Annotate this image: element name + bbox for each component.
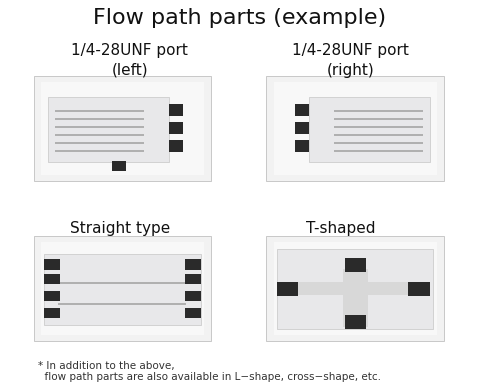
Text: 1/4-28UNF port
(left): 1/4-28UNF port (left) [71, 43, 188, 78]
Bar [41, 82, 204, 176]
Bar [295, 105, 309, 116]
Text: flow path parts are also available in L−shape, cross−shape, etc.: flow path parts are also available in L−… [38, 372, 382, 382]
Bar [55, 110, 144, 112]
Bar [184, 308, 201, 318]
Bar [284, 282, 426, 295]
Text: T-shaped: T-shaped [306, 221, 375, 236]
Bar [266, 236, 444, 341]
Bar [343, 269, 368, 326]
Bar [277, 282, 299, 296]
Bar [408, 282, 430, 296]
Bar [41, 242, 204, 335]
Bar [55, 134, 144, 136]
Text: Flow path parts (example): Flow path parts (example) [94, 8, 386, 28]
Bar [59, 303, 186, 305]
Bar [345, 315, 366, 329]
Bar [168, 105, 183, 116]
Bar [55, 142, 144, 144]
Bar [295, 140, 309, 152]
Bar [34, 76, 211, 181]
Bar [44, 274, 60, 284]
Bar [334, 142, 423, 144]
Bar [334, 126, 423, 128]
Bar [184, 274, 201, 284]
Bar [55, 126, 144, 128]
Text: 1/4-28UNF port
(right): 1/4-28UNF port (right) [292, 43, 409, 78]
Bar [266, 76, 444, 181]
Bar [44, 259, 60, 269]
Bar [274, 82, 437, 176]
Bar [168, 140, 183, 152]
Bar [334, 150, 423, 152]
Bar [44, 254, 201, 325]
Bar [334, 134, 423, 136]
Bar [48, 97, 168, 162]
Text: * In addition to the above,: * In addition to the above, [38, 361, 175, 371]
Bar [55, 119, 144, 120]
Bar [55, 150, 144, 152]
Bar [184, 259, 201, 269]
Bar [59, 282, 186, 284]
Bar [277, 248, 433, 329]
Bar [334, 110, 423, 112]
Bar [334, 119, 423, 120]
Bar [44, 291, 60, 301]
Bar [34, 236, 211, 341]
Bar [112, 161, 126, 171]
Bar [345, 258, 366, 272]
Text: Straight type: Straight type [70, 221, 170, 236]
Bar [309, 97, 430, 162]
Bar [168, 122, 183, 134]
Bar [295, 122, 309, 134]
Bar [184, 291, 201, 301]
Bar [44, 308, 60, 318]
Bar [274, 242, 437, 335]
